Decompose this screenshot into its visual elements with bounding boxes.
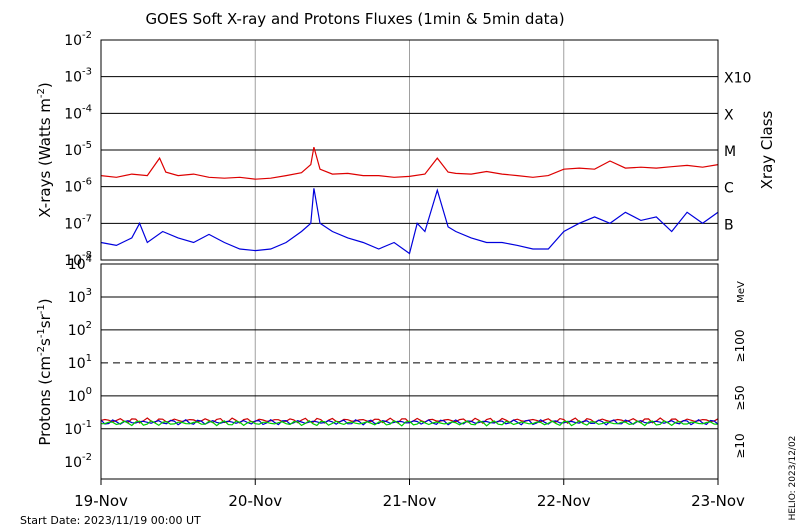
xray-y-tick-label: 10-6 [64, 177, 92, 196]
proton-ge50-series [100, 418, 719, 426]
proton-y-tick-label: 100 [68, 386, 92, 405]
xray-panel: 10-8 10-7 10-6 10-5 10-4 10-3 10-2 X10 X M C B X-r… [36, 30, 776, 269]
xray-grid [101, 40, 718, 260]
xray-y-tick-label: 10-8 [64, 250, 92, 269]
xray-ylabel-sup: -2 [36, 88, 47, 98]
x-axis-ticks: 19-Nov 20-Nov 21-Nov 22-Nov 23-Nov [74, 479, 745, 510]
credit-label: HELIO: 2023/12/02 [788, 436, 798, 521]
proton-y-tick-label: 10-2 [64, 452, 92, 471]
proton-grid [101, 264, 718, 479]
x-tick-label: 23-Nov [691, 492, 745, 510]
x-tick-label: 20-Nov [228, 492, 282, 510]
legend-ge10: ≥10 [733, 433, 747, 458]
proton-y-axis-label: Protons (cm-2s-1sr-1) [36, 298, 54, 445]
xray-y-tick-label: 10-7 [64, 213, 92, 232]
xray-y-tick-label: 10-3 [64, 67, 92, 86]
legend-ge50: ≥50 [733, 385, 747, 410]
xray-series-group [100, 146, 719, 255]
proton-y-tick-label: 103 [68, 287, 92, 306]
xray-class-label: X [724, 107, 734, 123]
proton-y-tick-label: 102 [68, 320, 92, 339]
xray-y-axis-label: X-rays (Watts m-2) [36, 82, 54, 217]
proton-y-tick-label: 104 [68, 254, 92, 273]
xray-class-label: X10 [724, 71, 751, 87]
x-tick-label: 19-Nov [74, 492, 128, 510]
legend-ge100: ≥100 [733, 330, 747, 363]
xray-short-series [100, 188, 719, 255]
proton-series-group [100, 417, 719, 427]
proton-y-tick-label: 101 [68, 353, 92, 372]
proton-ylabel-sup: -1 [36, 328, 47, 338]
proton-y-ticks: 10-2 10-1 100 101 102 103 104 [64, 254, 92, 471]
xray-class-label: B [724, 217, 734, 233]
xray-class-label: M [724, 144, 736, 160]
proton-unit-label: MeV [736, 281, 747, 303]
xray-class-labels: X10 X M C B [724, 71, 751, 234]
xray-ylabel-base: X-rays (Watts m [36, 98, 54, 218]
xray-plot-frame [100, 39, 719, 261]
proton-ylabel-sup: -2 [36, 346, 47, 356]
proton-ge100-series [100, 419, 719, 427]
proton-ylabel-part: s [36, 338, 54, 346]
proton-ylabel-part: ) [36, 298, 54, 304]
xray-class-axis-title: Xray Class [758, 110, 776, 189]
x-tick-label: 22-Nov [537, 492, 591, 510]
xray-class-label: C [724, 181, 734, 197]
xray-ylabel-end: ) [36, 82, 54, 88]
xray-y-ticks: 10-8 10-7 10-6 10-5 10-4 10-3 10-2 [64, 30, 92, 269]
xray-long-series [100, 146, 719, 180]
proton-ylabel-part: Protons (cm [36, 356, 54, 446]
proton-ylabel-sup: -1 [36, 304, 47, 314]
xray-y-tick-label: 10-4 [64, 103, 92, 122]
xray-y-tick-label: 10-2 [64, 30, 92, 49]
chart-title: GOES Soft X-ray and Protons Fluxes (1min… [145, 10, 564, 28]
xray-y-tick-label: 10-5 [64, 140, 92, 159]
proton-ylabel-part: sr [36, 313, 54, 328]
proton-y-tick-label: 10-1 [64, 419, 92, 438]
start-date-label: Start Date: 2023/11/19 00:00 UT [20, 514, 201, 527]
x-tick-label: 21-Nov [383, 492, 437, 510]
